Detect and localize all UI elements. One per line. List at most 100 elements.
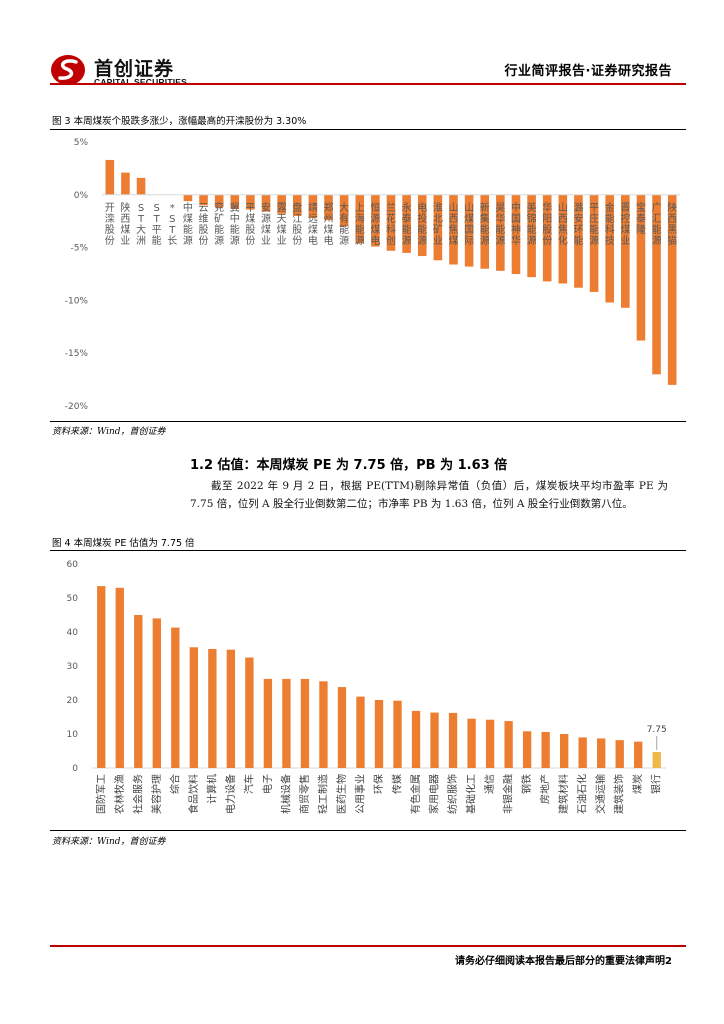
- bar: [199, 194, 208, 206]
- x-tick-label: 山西焦化: [558, 202, 568, 247]
- bar: [136, 177, 146, 195]
- x-tick-label: 建筑装饰: [613, 774, 626, 814]
- company-logo: 首创证券 CAPITAL SECURITIES: [50, 52, 210, 88]
- y-tick-label: 30: [67, 662, 79, 672]
- bar: [115, 587, 124, 768]
- data-label: 7.75: [647, 725, 667, 735]
- x-tick-label: 通信: [484, 774, 496, 794]
- bar: [121, 172, 130, 195]
- footer-disclaimer: 请务必仔细阅读本报告最后部分的重要法律声明2: [455, 956, 672, 967]
- bar: [339, 194, 349, 227]
- x-tick-label: 冀中能源: [230, 201, 240, 247]
- x-tick-label: 美容护理: [150, 774, 163, 814]
- x-tick-label: 钢铁: [520, 774, 533, 794]
- logo-chinese-name: 首创证券: [94, 58, 175, 80]
- x-tick-label: 安源煤业: [261, 201, 271, 247]
- figure3-caption: 图 3 本周煤炭个股跌多涨少，涨幅最高的开滦股份为 3.30%: [52, 116, 307, 127]
- x-tick-label: 广汇能源: [652, 202, 662, 247]
- x-tick-label: S T 大洲: [136, 203, 146, 247]
- x-tick-label: 山煤国际: [464, 202, 474, 247]
- bar: [226, 649, 236, 768]
- x-tick-label: 公用事业: [353, 774, 366, 814]
- figure3-top-rule: [50, 129, 686, 130]
- x-tick-label: 山西焦煤: [448, 202, 458, 247]
- x-tick-label: 中煤能源: [183, 201, 193, 247]
- x-tick-label: 陕西黑猫: [667, 201, 677, 247]
- bar: [542, 194, 552, 282]
- footer-divider: [50, 945, 686, 947]
- x-tick-label: 大有能源: [339, 201, 349, 247]
- bar: [496, 194, 505, 271]
- x-tick-label: 家用电器: [428, 774, 441, 814]
- section-title: 1.2 估值：本周煤炭 PE 为 7.75 倍，PB 为 1.63 倍: [190, 458, 508, 473]
- bar: [105, 159, 115, 195]
- bar: [589, 194, 599, 292]
- y-tick-label: 10: [67, 730, 79, 740]
- bar: [597, 738, 606, 768]
- report-type: 行业简评报告·证券研究报告: [504, 64, 672, 79]
- x-tick-label: 建筑材料: [557, 774, 570, 814]
- x-tick-label: 有色金属: [409, 774, 422, 814]
- bar: [527, 194, 536, 278]
- x-tick-label: 电投能源: [417, 201, 427, 247]
- x-tick-label: 美锦能源: [527, 201, 537, 247]
- x-tick-label: S T 平能: [152, 203, 162, 247]
- bar: [337, 687, 347, 768]
- bar: [355, 194, 365, 244]
- y-tick-label: -15%: [65, 349, 89, 359]
- y-tick-label: 5%: [74, 138, 89, 148]
- bar: [605, 194, 614, 303]
- bar: [300, 678, 310, 768]
- y-tick-label: 0: [72, 764, 78, 774]
- section-paragraph: 截至 2022 年 9 月 2 日，根据 PE(TTM)剔除异常值（负值）后，煤…: [190, 480, 668, 510]
- y-tick-label: -10%: [65, 296, 89, 306]
- bar: [393, 700, 402, 768]
- x-tick-label: 昊华能源: [495, 202, 505, 247]
- y-tick-label: -5%: [70, 244, 88, 254]
- x-tick-label: 晋控煤业: [620, 202, 630, 247]
- logo-english-name: CAPITAL SECURITIES: [94, 77, 188, 87]
- bar: [522, 731, 532, 768]
- bar: [504, 721, 513, 768]
- x-tick-label: 非银金融: [502, 774, 515, 814]
- x-tick-label: 露天煤业: [277, 202, 287, 247]
- bar: [621, 194, 630, 308]
- x-tick-label: 银行: [650, 774, 663, 794]
- figure4-top-rule: [50, 550, 686, 551]
- bar: [208, 649, 217, 768]
- x-tick-label: 盘江股份: [292, 201, 302, 247]
- y-tick-label: 60: [67, 560, 79, 570]
- bar: [171, 627, 180, 768]
- x-tick-label: 商贸零售: [298, 774, 311, 814]
- x-tick-label: 国防军工: [94, 774, 107, 814]
- bar: [652, 194, 661, 375]
- bar: [214, 194, 224, 208]
- bar: [480, 194, 490, 269]
- x-tick-label: 传媒: [392, 774, 404, 794]
- bar: [183, 194, 193, 202]
- y-tick-label: 40: [67, 628, 79, 638]
- logo-icon: [51, 55, 85, 85]
- bar: [449, 194, 458, 265]
- bar: [189, 647, 199, 768]
- x-tick-label: 轻工制造: [316, 774, 329, 814]
- bar-highlight-coal: [652, 752, 661, 768]
- bar: [282, 678, 291, 768]
- bar: [448, 712, 458, 768]
- x-tick-label: 环保: [372, 774, 385, 794]
- bar: [574, 194, 583, 288]
- header-divider: [50, 83, 686, 85]
- industry-pe-chart: 60 50 40 30 20 10 0 7.75 国防军工 农林牧渔 社会服务 美容护理 综合 食品饮料计…: [67, 560, 667, 814]
- bar: [430, 712, 439, 768]
- bar: [511, 194, 521, 274]
- bar: [541, 731, 550, 768]
- bar: [467, 718, 476, 768]
- x-tick-label: 兖矿能源: [214, 201, 224, 247]
- x-tick-label: 潞安环能: [573, 201, 583, 247]
- x-tick-label: 淮北矿业: [433, 202, 443, 247]
- x-tick-label: 金能科技: [605, 201, 615, 247]
- x-tick-label: 宝泰隆: [636, 201, 646, 236]
- x-tick-label: 云维股份: [199, 203, 209, 247]
- x-tick-label: 纺织服饰: [446, 774, 459, 814]
